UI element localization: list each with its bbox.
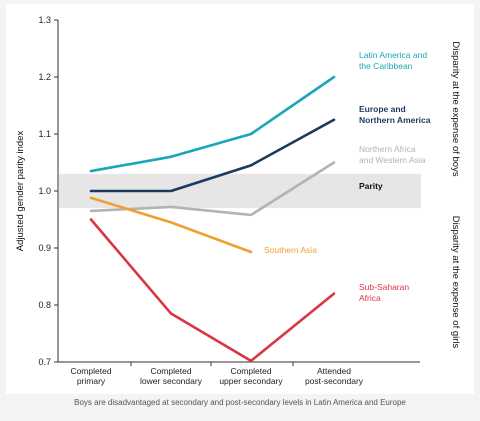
x-category-label: Attended	[317, 366, 351, 376]
series-label: Sub-Saharan	[359, 282, 409, 292]
x-category-label: Completed	[70, 366, 111, 376]
line-chart: 0.70.80.91.01.11.21.3CompletedprimaryCom…	[15, 15, 461, 386]
x-category-label: Completed	[230, 366, 271, 376]
series-label: Latin America and	[359, 50, 427, 60]
y-tick-label: 1.3	[38, 15, 51, 25]
series-label: Southern Asia	[264, 245, 317, 255]
x-category-label: post-secondary	[305, 376, 364, 386]
series-line	[89, 118, 336, 193]
y-tick-label: 1.1	[38, 129, 51, 139]
chart-card: 0.7 0.8 0.9 1.0 1.1 1.2 1.3 Completed primary Com…	[6, 4, 474, 394]
x-category-label: upper secondary	[219, 376, 283, 386]
series-label: the Caribbean	[359, 61, 413, 71]
annotation-girls: Disparity at the expense of girls	[450, 216, 461, 349]
x-category-label: lower secondary	[140, 376, 203, 386]
series-label: Europe and	[359, 104, 406, 114]
series-line	[89, 75, 336, 173]
series-line	[89, 218, 336, 363]
y-tick-label: 1.0	[38, 186, 51, 196]
y-tick-label: 0.8	[38, 300, 51, 310]
y-tick-label: 1.2	[38, 72, 51, 82]
y-tick-label: 0.9	[38, 243, 51, 253]
series-label: and Western Asia	[359, 155, 426, 165]
series-label: Northern America	[359, 115, 431, 125]
series-label: Northern Africa	[359, 144, 416, 154]
annotation-boys: Disparity at the expense of boys	[450, 41, 461, 176]
x-category-label: primary	[77, 376, 106, 386]
parity-label: Parity	[359, 181, 383, 191]
chart-caption: Boys are disadvantaged at secondary and …	[74, 398, 406, 407]
x-category-label: Completed	[150, 366, 191, 376]
series-label: Africa	[359, 293, 381, 303]
series-line	[89, 196, 253, 254]
y-tick-label: 0.7	[38, 357, 51, 367]
y-axis-title: Adjusted gender parity index	[15, 131, 26, 252]
